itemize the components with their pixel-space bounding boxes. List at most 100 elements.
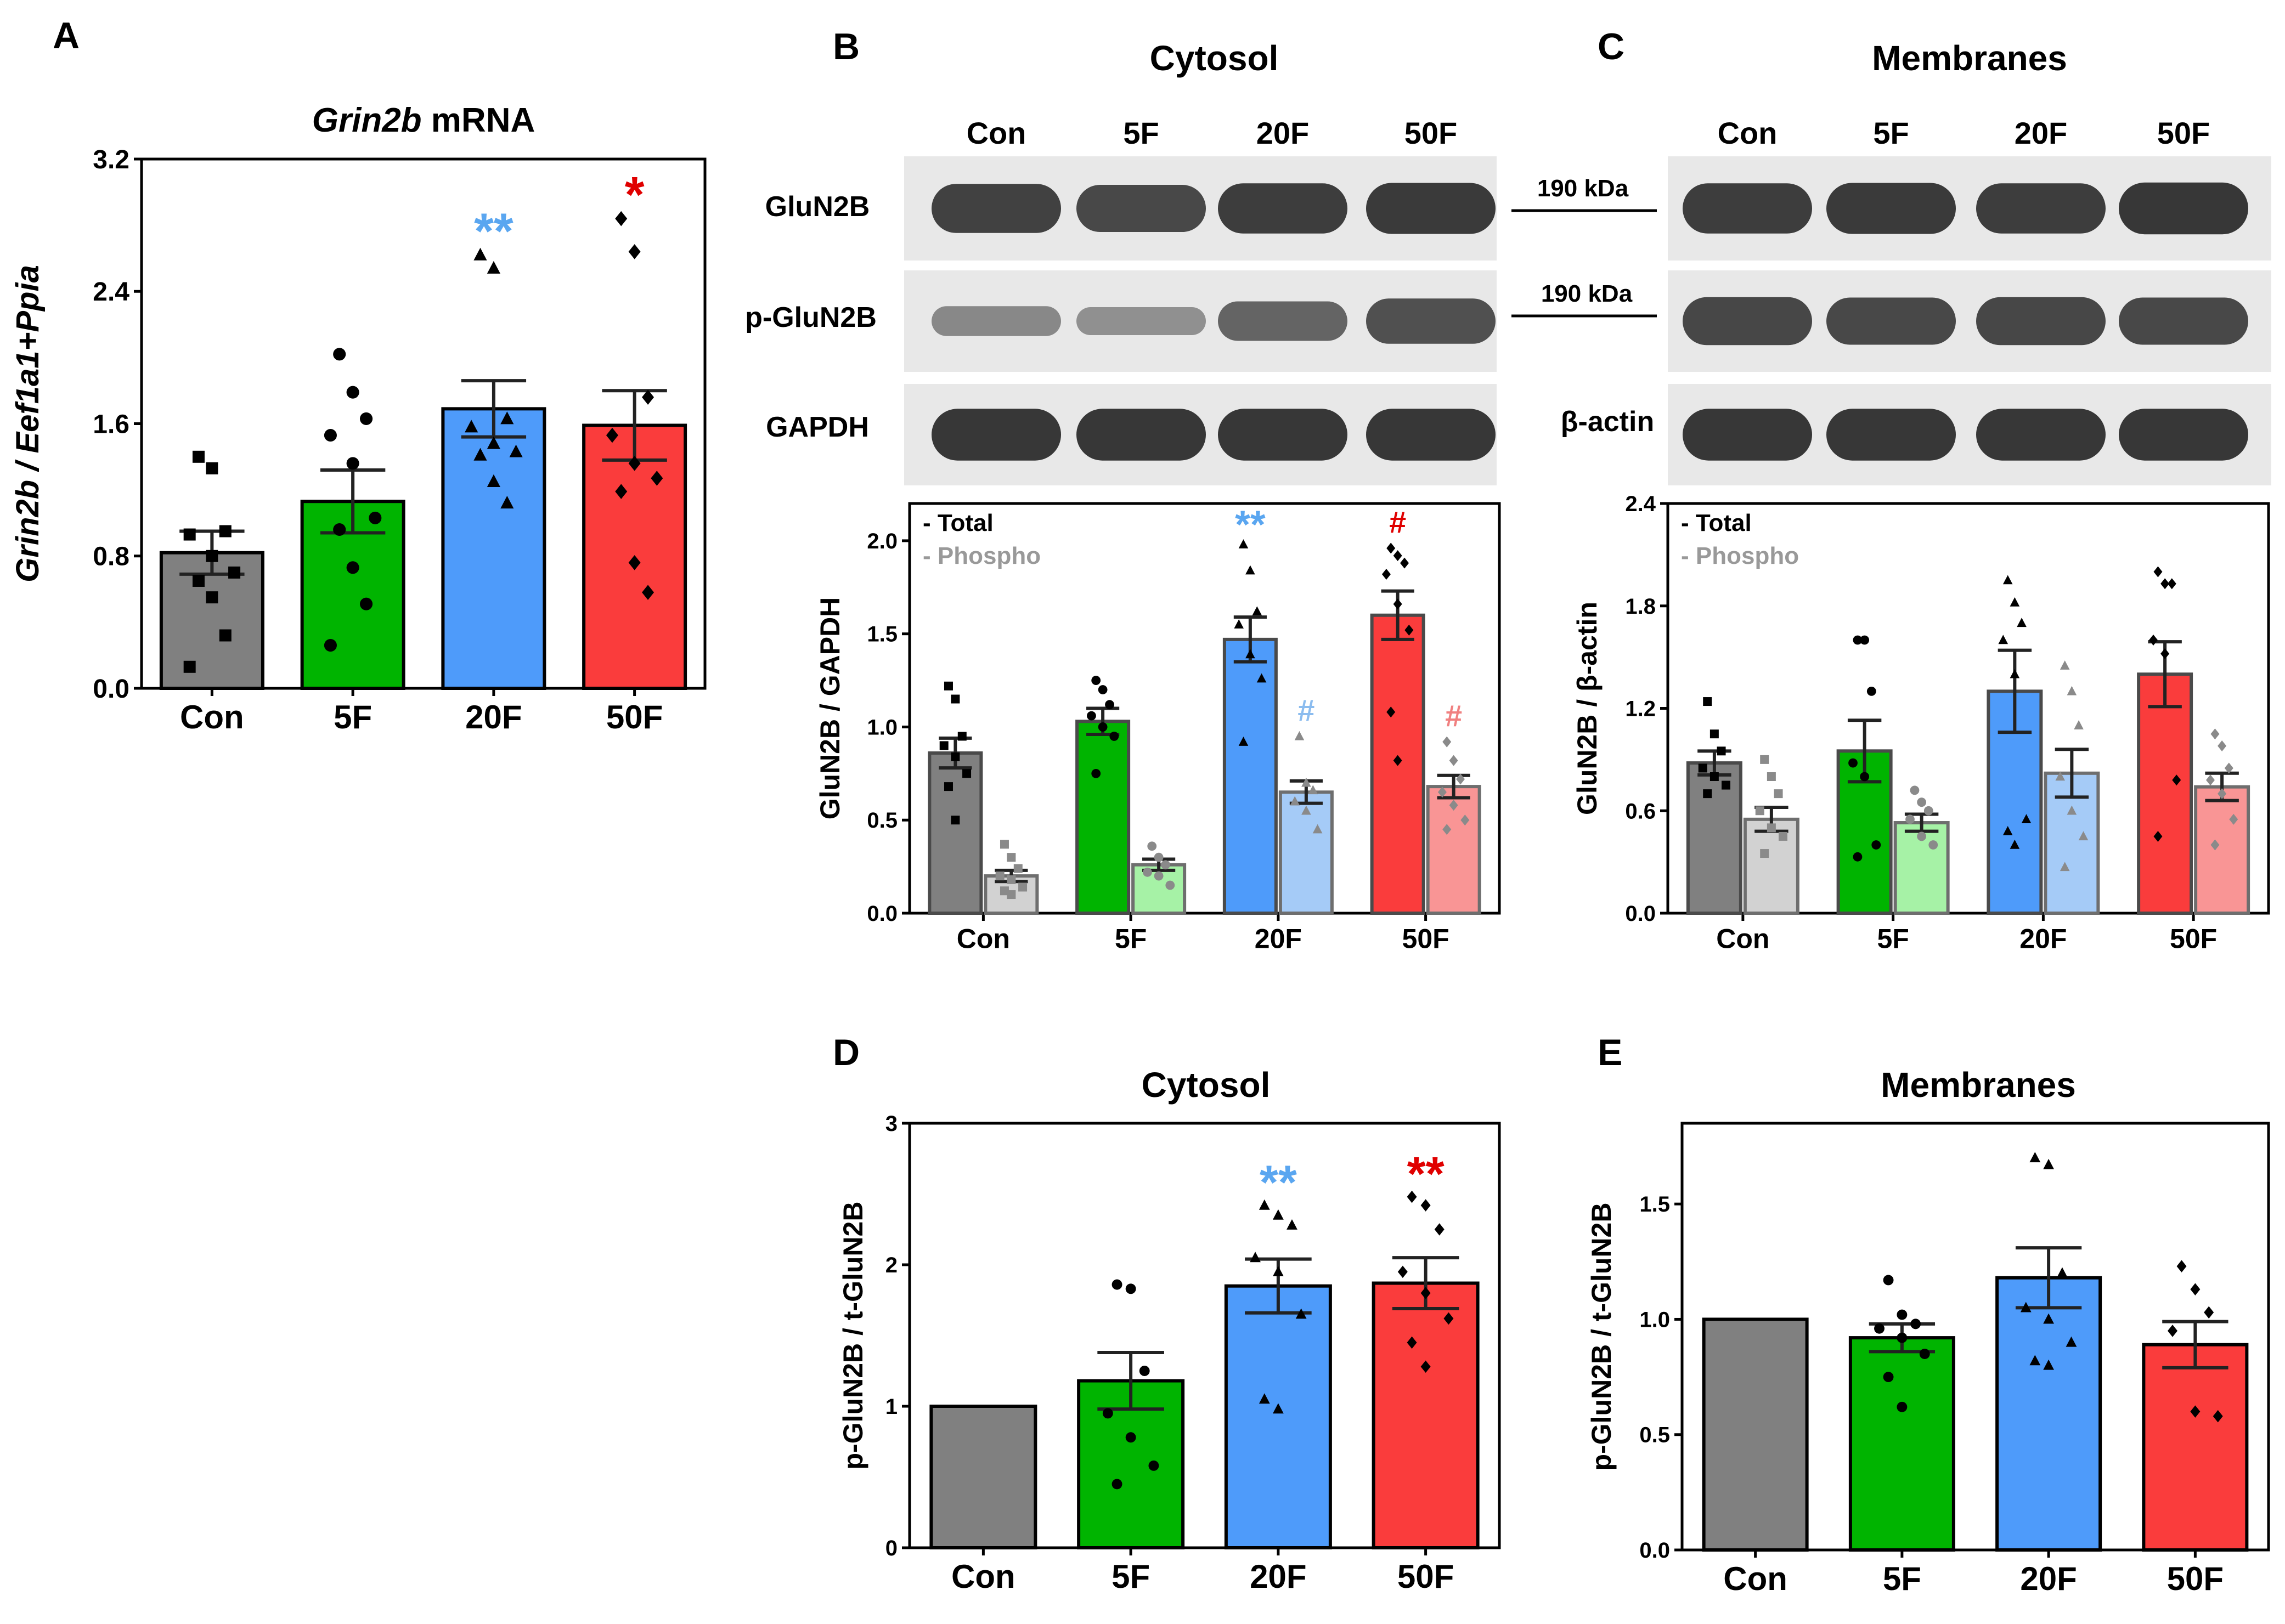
blot-band <box>1218 183 1347 234</box>
significance-marker: ** <box>1260 1156 1297 1209</box>
y-tick-label: 1.5 <box>1639 1192 1670 1216</box>
bar <box>2137 672 2193 915</box>
blot-band <box>1076 409 1206 461</box>
significance-marker: * <box>625 167 645 223</box>
data-point <box>1161 860 1170 870</box>
data-point <box>651 471 663 486</box>
data-point <box>951 694 960 704</box>
data-point <box>2229 813 2238 825</box>
data-point <box>2043 1359 2055 1370</box>
data-point <box>1883 1372 1894 1383</box>
legend-phospho: - Phospho <box>1681 542 1799 569</box>
data-point <box>995 872 1005 881</box>
panel-letter-d: D <box>833 1032 860 1073</box>
data-point <box>1407 1190 1417 1203</box>
data-point <box>951 816 960 825</box>
mw-marker-1: 190 kDa <box>1537 175 1629 202</box>
data-point <box>369 511 382 524</box>
blot-band <box>932 184 1061 233</box>
bar <box>929 1405 1037 1549</box>
data-point <box>487 261 500 274</box>
x-tick-label: 20F <box>465 699 522 735</box>
data-point <box>2055 771 2066 781</box>
cytosol-lane-labels: Con 5F 20F 50F <box>967 116 1458 150</box>
blot-band <box>1683 183 1812 234</box>
data-point <box>1866 686 1876 696</box>
blot-band <box>1683 409 1812 461</box>
membranes-blot-row <box>1668 384 2271 485</box>
data-point <box>1443 1312 1454 1325</box>
data-point <box>628 456 641 471</box>
data-point <box>465 420 478 433</box>
data-point <box>2010 839 2020 849</box>
data-point <box>1897 1332 1908 1343</box>
data-point <box>1709 772 1719 781</box>
data-point <box>642 389 655 405</box>
data-point <box>359 412 373 426</box>
chart-panel-a: 0.0 0.8 1.6 2.4 3.2 Con 5F 20F 50F Grin2b / Eef1a… <box>10 145 707 735</box>
bar <box>441 407 546 690</box>
data-point <box>2060 660 2070 670</box>
bar <box>1372 1281 1480 1550</box>
bar <box>2142 1343 2249 1552</box>
y-tick-label: 2.4 <box>93 278 129 307</box>
data-point <box>1252 606 1262 616</box>
data-point <box>1449 755 1458 766</box>
data-point <box>1919 1349 1930 1359</box>
data-point <box>1853 635 1863 645</box>
y-tick-label: 1.5 <box>867 623 898 647</box>
chart-panel-d: 0 1 2 3 Con 5F 20F 50F p-GluN2B / t-GluN2B ** ** <box>838 1112 1501 1595</box>
significance-marker: # <box>1389 505 1406 539</box>
data-point <box>1460 814 1470 826</box>
data-point <box>2190 1283 2201 1296</box>
x-tick-label: 50F <box>1402 924 1449 954</box>
panel-d-title: Cytosol <box>1142 1065 1271 1105</box>
data-point <box>1105 700 1114 710</box>
data-point <box>219 525 232 537</box>
blot-row-label-beta-actin: β-actin <box>1561 406 1654 438</box>
data-point <box>615 484 628 499</box>
data-point <box>1148 1460 1159 1471</box>
data-point <box>1301 777 1311 787</box>
data-point <box>606 427 618 443</box>
cytosol-lane-label: Con <box>967 116 1026 150</box>
x-tick-label: Con <box>957 924 1010 954</box>
data-point <box>487 474 500 487</box>
data-point <box>944 681 953 691</box>
blot-band <box>1366 183 1496 234</box>
blot-band <box>1976 183 2106 234</box>
data-point <box>1917 797 1927 807</box>
y-tick-label: 2.0 <box>867 529 898 553</box>
x-tick-label: 20F <box>2019 924 2067 954</box>
data-point <box>473 247 487 261</box>
y-tick-label: 0.5 <box>1639 1423 1670 1447</box>
data-point <box>1393 755 1402 766</box>
membranes-blot-title: Membranes <box>1872 38 2067 78</box>
panel-letter-a: A <box>53 15 80 56</box>
data-point <box>1760 849 1769 858</box>
y-tick-label: 2 <box>885 1253 898 1277</box>
data-point <box>206 462 218 474</box>
data-point <box>1897 1401 1908 1412</box>
x-tick-label: 5F <box>1112 1558 1150 1595</box>
cytosol-lane-label: 20F <box>1256 116 1310 150</box>
x-tick-label: 5F <box>334 699 372 735</box>
data-point <box>346 386 359 399</box>
data-point <box>324 639 337 652</box>
data-point <box>1272 1209 1284 1220</box>
blot-band <box>932 409 1061 461</box>
data-point <box>2210 728 2220 740</box>
data-point <box>1000 886 1009 896</box>
data-point <box>346 561 359 574</box>
data-point <box>1007 890 1016 899</box>
data-point <box>1238 737 1249 746</box>
blot-band <box>1826 297 1956 345</box>
cytosol-blot-title: Cytosol <box>1150 38 1279 78</box>
data-point <box>1853 852 1863 862</box>
data-point <box>1301 805 1311 815</box>
plot-frame <box>908 502 1501 915</box>
data-point <box>2067 686 2077 695</box>
data-point <box>1000 840 1009 849</box>
y-axis-label: p-GluN2B / t-GluN2B <box>1586 1203 1617 1471</box>
x-tick-label: 20F <box>1250 1558 1306 1595</box>
